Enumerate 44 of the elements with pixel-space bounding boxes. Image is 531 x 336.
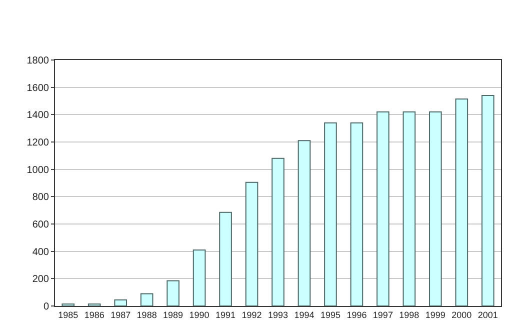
bar: [402, 111, 416, 306]
x-tick-label: 1997: [372, 310, 393, 320]
y-tick-label: 1800: [26, 56, 50, 66]
x-tick-label: 1987: [110, 310, 131, 320]
bar: [114, 299, 127, 306]
bar: [376, 111, 390, 306]
y-tick-label: 1000: [26, 164, 50, 176]
bar: [62, 303, 75, 306]
bar: [272, 158, 284, 306]
bar: [429, 111, 442, 306]
bar: [481, 95, 494, 306]
x-tick-label: 1994: [294, 310, 314, 320]
bar: [245, 182, 258, 306]
x-tick-label: 1996: [346, 310, 367, 320]
x-tick-label: 1992: [242, 310, 262, 320]
bar: [324, 122, 337, 306]
x-tick-label: 1991: [216, 310, 236, 320]
bar: [298, 140, 311, 306]
x-tick-label: 1989: [163, 310, 184, 320]
y-tick-label: 800: [32, 192, 50, 204]
x-tick-label: 1990: [189, 310, 210, 320]
y-tick-label: 1400: [26, 110, 50, 122]
bar: [88, 303, 101, 306]
bar: [192, 249, 206, 306]
y-tick-label: 1200: [26, 138, 50, 148]
y-tick-label: 200: [32, 274, 50, 286]
x-tick-label: 1988: [136, 310, 157, 320]
x-tick-label: 1993: [268, 310, 288, 320]
y-tick-label: 1600: [26, 82, 50, 94]
bar: [455, 98, 468, 306]
y-tick-label: 400: [32, 246, 50, 258]
x-tick-label: 1998: [399, 310, 420, 320]
x-tick-label: 2000: [452, 310, 472, 320]
x-tick-label: 1995: [320, 310, 340, 320]
x-tick-label: 1985: [58, 310, 78, 320]
x-tick-label: 1999: [425, 310, 446, 320]
x-tick-label: 1986: [84, 310, 104, 320]
y-tick-label: 0: [43, 302, 50, 312]
bar: [219, 212, 232, 306]
bar: [140, 293, 154, 306]
bar: [350, 122, 364, 306]
x-tick-label: 2001: [478, 310, 498, 320]
bar: [166, 280, 180, 306]
y-tick-label: 600: [32, 220, 50, 230]
